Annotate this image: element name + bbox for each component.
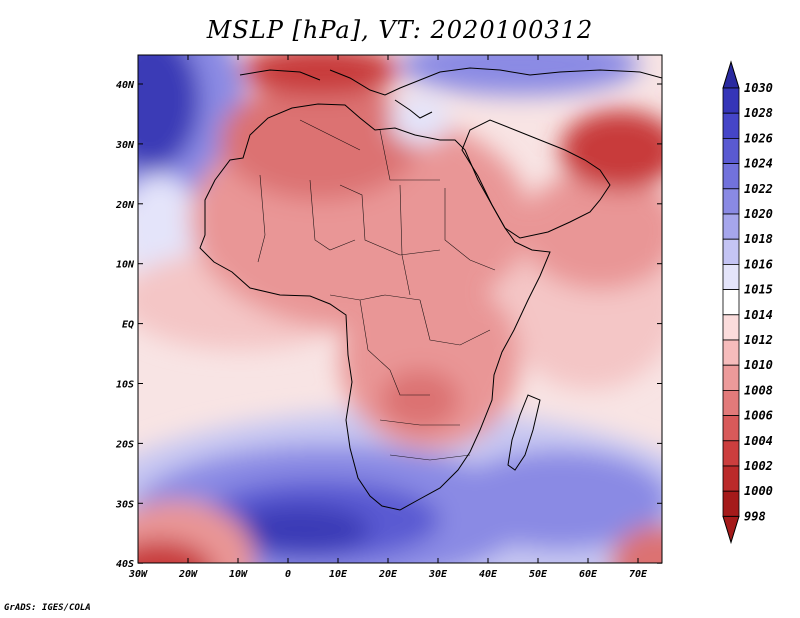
longitude-axis: 30W 20W 10W 0 10E 20E 30E 40E 50E 60E 70E	[128, 55, 648, 580]
plot-frame	[137, 54, 663, 564]
colorbar-label: 1022	[744, 182, 773, 196]
colorbar-label: 1000	[744, 484, 773, 498]
colorbar-swatch	[722, 238, 740, 265]
lon-label: 10E	[329, 569, 348, 580]
colorbar-label: 1030	[744, 81, 773, 95]
colorbar-swatch	[722, 87, 740, 114]
lat-label: 30N	[115, 140, 135, 151]
colorbar-label: 1016	[744, 257, 773, 271]
colorbar-swatch	[722, 188, 740, 215]
lat-label: 40N	[116, 80, 135, 91]
lon-label: 0	[285, 569, 291, 580]
lon-label: 30E	[428, 569, 448, 580]
colorbar-swatch	[722, 490, 740, 517]
colorbar-swatch	[722, 415, 740, 442]
colorbar-swatch	[722, 213, 740, 240]
colorbar-label: 998	[744, 509, 766, 523]
lat-label: 30S	[115, 499, 134, 510]
colorbar-label: 1020	[744, 207, 773, 221]
grads-credit: GrADS: IGES/COLA	[4, 603, 91, 613]
lat-label: 20S	[115, 439, 134, 450]
pressure-field	[138, 55, 662, 563]
colorbar-swatch	[722, 339, 740, 366]
colorbar-label: 1002	[744, 459, 773, 473]
colorbar-swatch	[722, 440, 740, 467]
colorbar-bottom-arrow	[722, 515, 740, 545]
map-title: MSLP [hPa], VT: 2020100312	[206, 16, 594, 44]
lon-label: 70E	[629, 569, 648, 580]
colorbar-label: 1026	[744, 131, 773, 145]
lon-label: 20W	[178, 569, 198, 580]
colorbar-label: 1008	[744, 383, 773, 397]
colorbar-swatch	[722, 289, 740, 316]
colorbar-label: 1010	[744, 358, 773, 372]
lon-label: 60E	[579, 569, 598, 580]
colorbar-top-arrow	[722, 60, 740, 89]
colorbar-swatch	[722, 163, 740, 190]
colorbar: 1030 1028 1026 1024 1022 1020 1018 1016 1015 1014…	[722, 60, 773, 545]
lat-label: 10S	[116, 380, 134, 391]
colorbar-label: 1028	[744, 106, 773, 120]
lat-label: 10N	[116, 260, 135, 271]
colorbar-label: 1014	[744, 308, 773, 322]
colorbar-label: 1006	[744, 409, 773, 423]
colorbar-swatch	[722, 364, 740, 391]
colorbar-swatch	[722, 137, 740, 164]
colorbar-label: 1012	[744, 333, 773, 347]
lon-label: 10W	[229, 569, 248, 580]
colorbar-swatch	[722, 263, 740, 290]
colorbar-swatch	[722, 112, 740, 139]
lat-label: 40S	[116, 559, 134, 570]
lon-label: 50E	[529, 569, 548, 580]
colorbar-swatch	[722, 314, 740, 341]
coastlines	[199, 67, 662, 511]
lat-label: EQ	[122, 320, 134, 331]
latitude-axis: 40N 30N 20N 10N EQ 10S 20S 30S 40S	[115, 80, 662, 570]
colorbar-swatch	[722, 465, 740, 492]
colorbar-swatch	[722, 389, 740, 416]
colorbar-label: 1018	[744, 232, 773, 246]
colorbar-label: 1015	[744, 283, 773, 297]
lon-label: 20E	[378, 569, 398, 580]
lon-label: 40E	[479, 569, 498, 580]
colorbar-label: 1024	[744, 157, 773, 171]
colorbar-label: 1004	[744, 434, 773, 448]
lat-label: 20N	[115, 200, 135, 211]
lon-label: 30W	[128, 569, 148, 580]
